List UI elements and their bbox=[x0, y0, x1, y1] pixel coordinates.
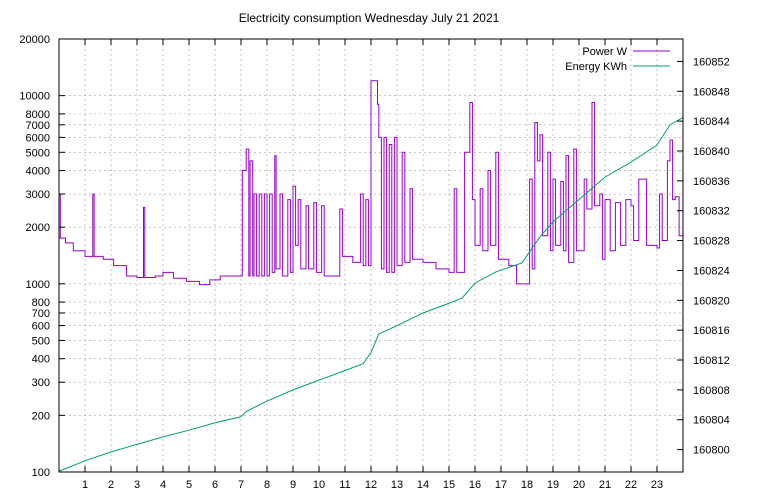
x-tick-label: 20 bbox=[573, 479, 585, 491]
x-tick-label: 13 bbox=[391, 479, 403, 491]
y-tick-label: 8000 bbox=[26, 109, 50, 121]
x-tick-label: 7 bbox=[238, 479, 244, 491]
x-tick-label: 12 bbox=[365, 479, 377, 491]
y2-tick-label: 160804 bbox=[693, 415, 730, 427]
y2-tick-label: 160852 bbox=[693, 56, 730, 68]
y2-tick-label: 160832 bbox=[693, 206, 730, 218]
y-tick-label: 4000 bbox=[26, 166, 50, 178]
x-tick-label: 22 bbox=[625, 479, 637, 491]
x-tick-label: 10 bbox=[313, 479, 325, 491]
x-tick-label: 2 bbox=[108, 479, 114, 491]
x-tick-label: 18 bbox=[521, 479, 533, 491]
x-tick-label: 8 bbox=[264, 479, 270, 491]
y-tick-label: 3000 bbox=[26, 189, 50, 201]
x-tick-label: 17 bbox=[495, 479, 507, 491]
x-tick-label: 14 bbox=[417, 479, 429, 491]
y2-tick-label: 160808 bbox=[693, 385, 730, 397]
y2-tick-label: 160828 bbox=[693, 236, 730, 248]
x-tick-label: 11 bbox=[339, 479, 350, 491]
y-tick-label: 2000 bbox=[26, 222, 50, 234]
y-tick-label: 300 bbox=[32, 377, 50, 389]
y2-tick-label: 160816 bbox=[693, 325, 730, 337]
series-layer bbox=[58, 80, 684, 472]
y2-tick-label: 160800 bbox=[693, 445, 730, 457]
x-tick-label: 15 bbox=[443, 479, 455, 491]
y2-tick-label: 160824 bbox=[693, 265, 730, 277]
y2-tick-label: 160848 bbox=[693, 86, 730, 98]
y2-tick-label: 160844 bbox=[693, 116, 730, 128]
y-tick-label: 400 bbox=[32, 354, 50, 366]
x-tick-label: 9 bbox=[290, 479, 296, 491]
y-tick-label: 7000 bbox=[26, 120, 50, 132]
y-tick-label: 600 bbox=[32, 321, 50, 333]
y-tick-label: 100 bbox=[32, 467, 50, 479]
y-tick-label: 6000 bbox=[26, 132, 50, 144]
x-tick-label: 1 bbox=[82, 479, 88, 491]
y2-tick-label: 160836 bbox=[693, 176, 730, 188]
x-tick-label: 4 bbox=[160, 479, 166, 491]
y-tick-label: 1000 bbox=[26, 279, 50, 291]
x-tick-label: 6 bbox=[212, 479, 218, 491]
axis-layer: 1 2 3 4 5 6 7 8 9 10 11 12 13 14 15 16 17 18 19 20 21 22 23100… bbox=[19, 34, 729, 491]
y2-tick-label: 160820 bbox=[693, 295, 730, 307]
x-tick-label: 5 bbox=[186, 479, 192, 491]
y-tick-label: 700 bbox=[32, 308, 50, 320]
y2-tick-label: 160840 bbox=[693, 146, 730, 158]
series-line-power-w bbox=[59, 80, 683, 286]
y-tick-label: 5000 bbox=[26, 147, 50, 159]
series-line-energy-kwh bbox=[58, 116, 684, 472]
x-tick-label: 16 bbox=[469, 479, 481, 491]
y-tick-label: 10000 bbox=[19, 91, 50, 103]
legend-label-energy-kwh: Energy KWh bbox=[565, 61, 627, 73]
legend-label-power-w: Power W bbox=[582, 46, 627, 58]
x-tick-label: 23 bbox=[651, 479, 663, 491]
legend: Power W Energy KWh bbox=[565, 46, 670, 73]
y-tick-label: 20000 bbox=[19, 34, 50, 46]
y-tick-label: 800 bbox=[32, 297, 50, 309]
y-tick-label: 200 bbox=[32, 410, 50, 422]
y-tick-label: 500 bbox=[32, 335, 50, 347]
y2-tick-label: 160812 bbox=[693, 355, 730, 367]
chart-title: Electricity consumption Wednesday July 2… bbox=[239, 11, 500, 25]
x-tick-label: 19 bbox=[547, 479, 559, 491]
x-tick-label: 3 bbox=[134, 479, 140, 491]
x-tick-label: 21 bbox=[599, 479, 611, 491]
